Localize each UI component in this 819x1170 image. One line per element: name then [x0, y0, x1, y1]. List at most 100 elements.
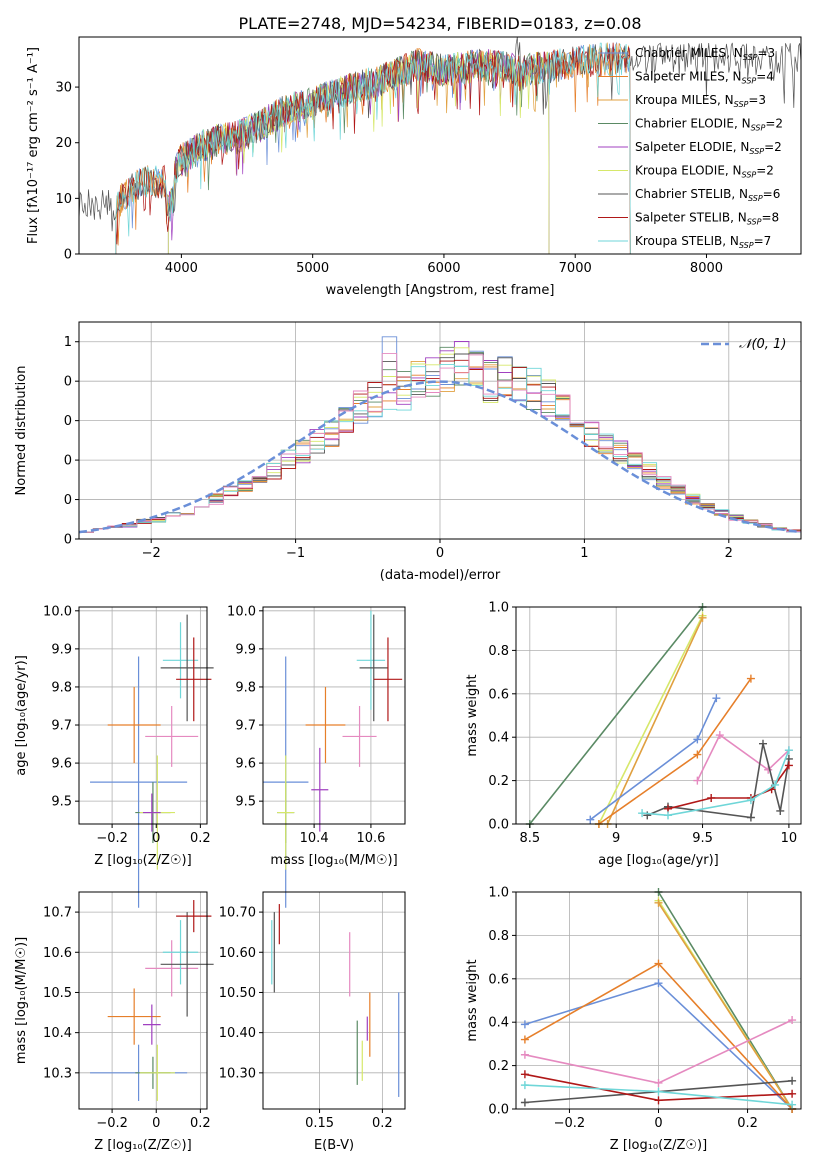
weight-marker — [638, 809, 647, 818]
weight-marker — [664, 811, 672, 820]
panel-mass-weight-vs-age: 8.5 9 9.5 10 0.0 0.2 0.4 0.6 0.8 1.0 age [log₁₀(ag… — [465, 601, 802, 868]
panel-spectrum: Chabrier MILES, NSSP=3 Salpeter MILES, NS… — [26, 36, 802, 298]
error-cross-8 — [143, 793, 161, 832]
weight-marker — [746, 796, 755, 805]
error-cross-0 — [90, 656, 188, 908]
legend-label: 𝒩(0, 1) — [739, 337, 786, 352]
error-cross-1 — [107, 988, 161, 1045]
weight-series-2 — [606, 617, 704, 825]
error-cross-7 — [176, 637, 212, 722]
plot-area — [78, 36, 802, 255]
y-tick-label: 0 — [64, 454, 72, 469]
panel-mass-weight-vs-Z: −0.2 0 0.2 0.0 0.2 0.4 0.6 0.8 1.0 Z [log₁₀(Z/Z☉)… — [465, 886, 802, 1153]
y-tick-label: 0.0 — [488, 1103, 509, 1118]
y-tick-label: 30 — [55, 81, 72, 96]
weight-marker — [654, 898, 663, 907]
error-cross-7 — [176, 900, 212, 933]
legend: Chabrier MILES, NSSP=3 Salpeter MILES, NS… — [598, 46, 783, 250]
error-cross-6 — [160, 614, 214, 722]
legend-label-1: Salpeter MILES, NSSP=4 — [635, 70, 774, 86]
x-tick-label: 0 — [654, 1116, 662, 1131]
plot-area — [79, 892, 214, 1109]
weight-marker — [693, 776, 702, 785]
x-tick-label: 0.2 — [190, 831, 211, 846]
weight-marker — [698, 613, 707, 622]
weight-marker — [654, 979, 663, 988]
error-cross-5 — [162, 622, 199, 699]
x-axis-label: wavelength [Angstrom, rest frame] — [326, 283, 555, 298]
x-tick-label: 0.15 — [305, 1116, 334, 1131]
panel-mass-vs-Z: −0.2 0 0.2 10.3 10.4 10.5 10.6 10.7 Z [log₁₀(Z/Z… — [14, 891, 214, 1153]
y-axis-label: mass [log₁₀(M/M☉)] — [14, 937, 29, 1064]
y-axis-label: Flux [fλ10⁻¹⁷ erg cm⁻² s⁻¹ A⁻¹] — [26, 47, 41, 244]
weight-marker — [707, 793, 716, 802]
error-cross-2 — [145, 705, 199, 767]
y-tick-label: 0 — [64, 414, 72, 429]
legend-label-4: Salpeter ELODIE, NSSP=2 — [635, 140, 782, 156]
weight-series-1 — [598, 615, 704, 825]
normal-reference-curve — [78, 380, 802, 534]
error-cross-2 — [342, 705, 377, 767]
weight-marker — [771, 780, 780, 789]
y-axis-label: age [log₁₀(age/yr)] — [14, 655, 29, 776]
error-cross-4 — [139, 1044, 175, 1101]
y-tick-label: 0.8 — [488, 929, 509, 944]
legend-label-7: Salpeter STELIB, NSSP=8 — [635, 211, 779, 227]
weight-marker — [759, 739, 767, 748]
legend-label-2: Kroupa MILES, NSSP=3 — [635, 93, 766, 109]
y-tick-label: 9.6 — [235, 757, 256, 772]
weight-marker — [654, 959, 663, 968]
y-tick-label: 10 — [55, 192, 72, 207]
x-axis-label: E(B-V) — [314, 1138, 354, 1153]
axes-frame — [262, 891, 406, 1110]
x-tick-label: 10 — [781, 831, 798, 846]
y-tick-label: 0 — [64, 248, 72, 263]
x-axis-label: Z [log₁₀(Z/Z☉)] — [610, 1138, 707, 1153]
y-axis-label: mass weight — [465, 959, 480, 1041]
legend-label-6: Chabrier STELIB, NSSP=6 — [635, 187, 780, 203]
weight-marker — [520, 1035, 529, 1044]
weight-marker — [764, 765, 773, 774]
x-tick-label: 1 — [580, 546, 588, 561]
x-tick-label: 2 — [725, 546, 733, 561]
legend-label-0: Chabrier MILES, NSSP=3 — [635, 46, 775, 62]
y-tick-label: 0 — [64, 375, 72, 390]
axes-frame — [262, 606, 406, 825]
weight-marker — [586, 815, 595, 824]
y-tick-label: 0.6 — [488, 687, 509, 702]
error-cross-6 — [359, 614, 388, 722]
plot-area — [79, 607, 214, 908]
x-tick-label: −0.2 — [554, 1116, 586, 1131]
y-tick-label: 0.0 — [488, 818, 509, 833]
panel-age-vs-mass: 10.4 10.6 9.5 9.6 9.7 9.8 9.9 10.0 mass [log₁₀(M… — [227, 604, 406, 908]
x-tick-label: 5000 — [296, 261, 329, 276]
y-tick-label: 0.6 — [488, 972, 509, 987]
y-tick-label: 10.6 — [43, 946, 72, 961]
y-tick-label: 10.0 — [43, 604, 72, 619]
y-tick-label: 9.7 — [235, 719, 256, 734]
error-cross-1 — [107, 686, 161, 764]
x-tick-label: 0 — [152, 831, 160, 846]
y-tick-label: 0.4 — [488, 1016, 509, 1031]
error-cross-7 — [373, 637, 403, 722]
weight-marker — [520, 1098, 529, 1107]
y-tick-label: 0.4 — [488, 731, 509, 746]
legend-label-5: Kroupa ELODIE, NSSP=2 — [635, 164, 774, 180]
weight-marker — [746, 674, 755, 683]
weight-series-0 — [529, 606, 704, 825]
error-cross-5 — [356, 610, 386, 710]
x-tick-label: 0 — [436, 546, 444, 561]
x-tick-label: 8000 — [690, 261, 723, 276]
weight-marker — [715, 731, 724, 740]
weight-marker — [784, 746, 793, 755]
x-tick-label: 7000 — [559, 261, 592, 276]
y-tick-label: 0 — [64, 493, 72, 508]
y-tick-label: 10.60 — [219, 946, 256, 961]
y-tick-label: 10.7 — [43, 906, 72, 921]
y-tick-label: 9.9 — [51, 642, 72, 657]
weight-marker — [520, 1081, 529, 1090]
weight-marker — [693, 735, 702, 744]
x-tick-label: 0.2 — [372, 1116, 393, 1131]
weight-marker — [520, 1070, 529, 1079]
weight-series-6 — [646, 743, 790, 819]
